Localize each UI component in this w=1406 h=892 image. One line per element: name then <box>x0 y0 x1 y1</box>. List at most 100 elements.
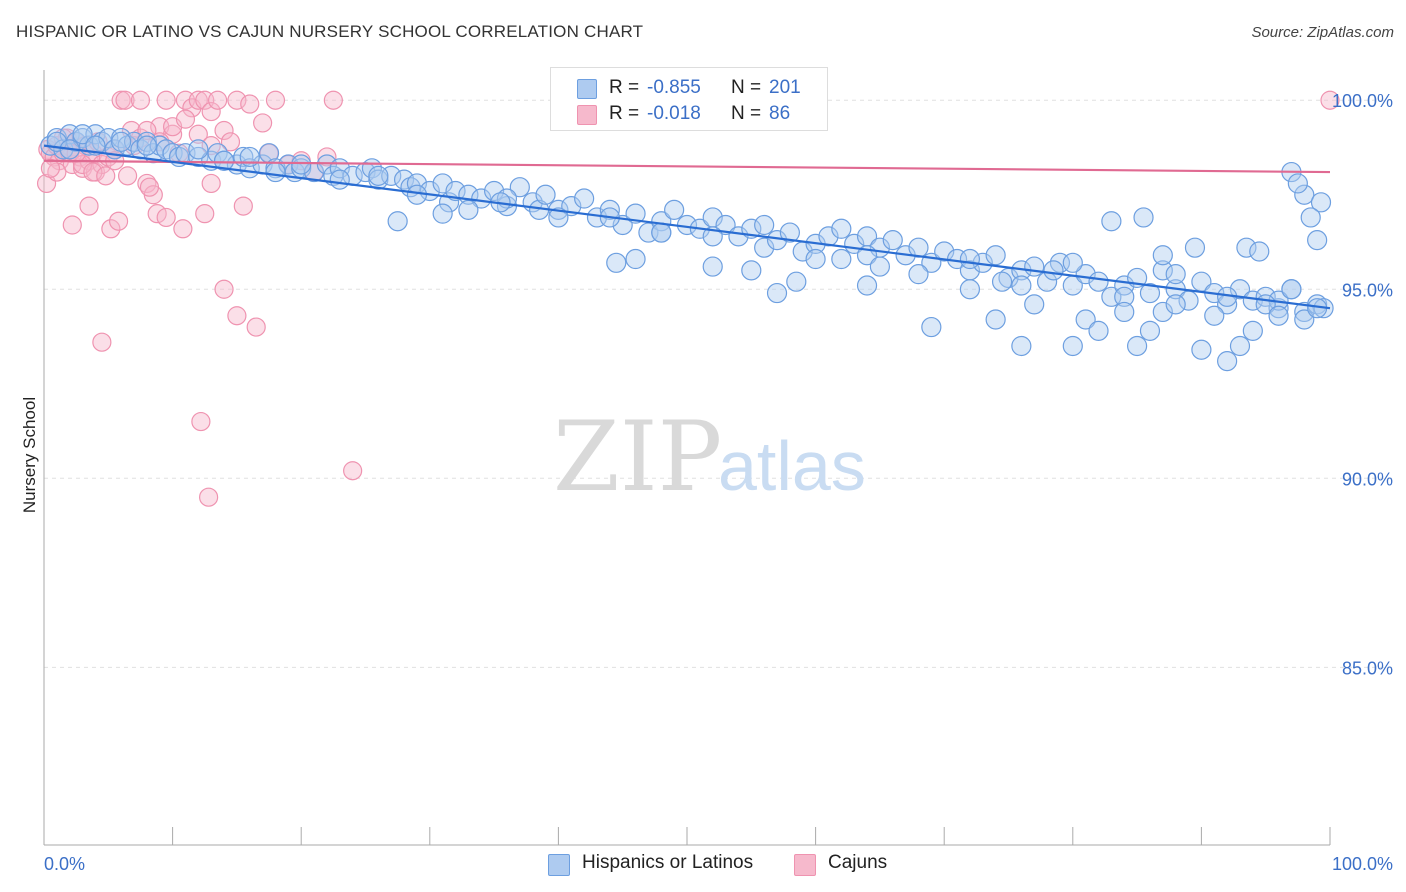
data-point <box>191 411 211 432</box>
data-point <box>1294 184 1315 205</box>
data-point <box>130 90 151 110</box>
data-point <box>1133 207 1154 228</box>
watermark-atlas: atlas <box>718 427 866 505</box>
y-tick-label: 85.0% <box>1342 658 1393 678</box>
data-point <box>79 196 99 216</box>
data-point <box>343 461 363 481</box>
data-point <box>831 218 852 239</box>
legend-row-hispanics: R = -0.855 N = 201 <box>551 74 827 102</box>
data-point <box>1287 173 1308 194</box>
trend-lines <box>43 144 1331 310</box>
data-point <box>458 199 479 220</box>
data-point <box>316 154 338 175</box>
data-point <box>291 154 312 175</box>
data-point <box>83 162 103 182</box>
data-point <box>1024 256 1045 277</box>
data-point <box>1294 309 1315 330</box>
data-point <box>766 282 788 304</box>
data-point <box>625 248 646 270</box>
data-point <box>535 184 556 205</box>
data-point <box>1320 90 1340 110</box>
data-point <box>1152 260 1173 281</box>
legend-r-value: -0.855 <box>647 77 701 98</box>
data-point <box>1268 305 1289 326</box>
data-point <box>786 271 807 292</box>
data-point <box>432 203 453 224</box>
data-point <box>651 211 672 232</box>
data-point <box>548 207 569 228</box>
data-point <box>1191 339 1212 360</box>
data-point <box>387 211 408 232</box>
data-point <box>92 332 112 352</box>
data-point <box>985 309 1006 330</box>
data-point <box>1281 279 1302 300</box>
trend-line-cajuns <box>43 159 1331 174</box>
data-point <box>1075 309 1096 330</box>
data-point <box>139 177 160 197</box>
legend-swatch-blue <box>548 854 570 876</box>
data-point <box>882 230 903 251</box>
data-point <box>606 252 627 273</box>
chart-source: Source: ZipAtlas.com <box>1251 24 1394 41</box>
data-point <box>117 166 138 186</box>
data-point <box>664 199 685 220</box>
data-point <box>959 248 981 270</box>
data-point <box>1294 301 1315 323</box>
legend-n-value: 201 <box>769 77 801 98</box>
data-point <box>227 90 247 110</box>
data-point <box>1043 260 1064 281</box>
data-point <box>445 180 466 202</box>
data-point <box>406 184 428 205</box>
y-axis-title: Nursery School <box>20 397 39 513</box>
data-point <box>220 132 241 152</box>
data-point <box>1101 211 1122 232</box>
data-point <box>1011 275 1032 296</box>
data-point <box>233 196 253 216</box>
data-point <box>214 120 234 141</box>
data-point <box>227 306 247 326</box>
data-point <box>1088 320 1109 341</box>
data-point <box>702 256 723 277</box>
data-point <box>265 90 286 110</box>
axes <box>43 70 1331 846</box>
trend-line-hispanics <box>43 144 1331 310</box>
data-point <box>754 237 775 258</box>
data-point <box>985 245 1006 266</box>
data-point <box>908 264 929 285</box>
data-point <box>1268 298 1289 319</box>
data-point <box>240 94 260 114</box>
x-tick-label: 100.0% <box>1332 854 1393 874</box>
data-point <box>471 188 492 209</box>
data-point <box>509 177 530 198</box>
data-point <box>72 124 93 145</box>
data-point <box>1184 237 1206 258</box>
y-tick-label: 95.0% <box>1342 280 1393 300</box>
data-point <box>484 180 505 202</box>
data-point <box>856 275 878 296</box>
data-point <box>85 135 106 156</box>
data-point <box>1204 305 1225 326</box>
data-point <box>1310 192 1332 213</box>
data-point <box>991 271 1013 292</box>
data-point <box>1300 207 1321 228</box>
data-point <box>156 207 176 228</box>
data-point <box>156 139 177 160</box>
data-point <box>246 317 266 337</box>
data-point <box>1139 282 1161 304</box>
legend-r-value: -0.018 <box>647 103 701 124</box>
data-point <box>599 199 620 220</box>
watermark: ZIP atlas <box>553 401 866 513</box>
legend-n-value: 86 <box>769 103 791 124</box>
data-point <box>317 147 337 167</box>
data-point <box>779 222 800 243</box>
data-point <box>1229 335 1251 357</box>
data-point <box>715 214 736 236</box>
data-point <box>1062 335 1083 357</box>
data-point <box>831 248 852 270</box>
data-point <box>1165 294 1186 315</box>
legend-label-cajuns: Cajuns <box>828 852 888 873</box>
data-point <box>1088 271 1109 292</box>
data-point <box>329 169 350 190</box>
legend-swatch-pink <box>577 105 597 125</box>
